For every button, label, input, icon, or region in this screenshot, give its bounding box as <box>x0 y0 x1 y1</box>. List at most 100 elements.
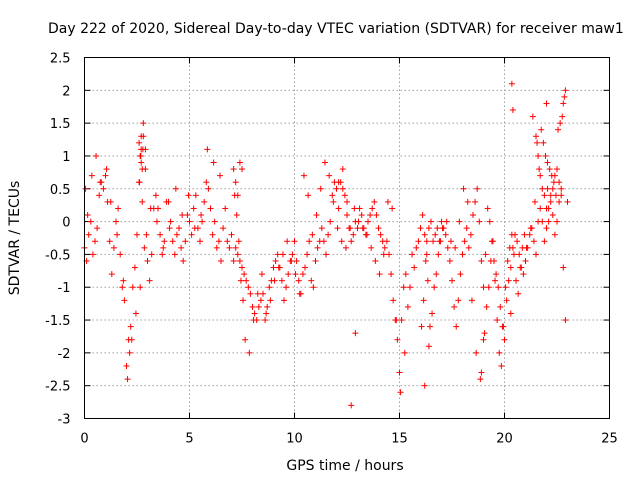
data-point <box>417 225 424 232</box>
x-tick-label: 5 <box>185 432 193 447</box>
data-point <box>467 231 474 238</box>
data-point <box>530 238 537 245</box>
grid <box>84 57 610 419</box>
data-point <box>376 271 383 278</box>
y-tick-label: 2.5 <box>50 52 71 67</box>
data-point <box>468 297 475 304</box>
data-point <box>451 303 458 310</box>
data-point <box>171 251 178 258</box>
data-point <box>480 284 487 291</box>
data-point <box>556 179 563 186</box>
data-point <box>554 218 560 225</box>
data-point <box>483 303 490 310</box>
data-point <box>459 251 466 258</box>
data-point <box>119 284 126 291</box>
data-point <box>147 205 154 212</box>
y-tick-label: -1 <box>58 281 71 296</box>
data-point <box>433 271 440 278</box>
data-point <box>103 166 110 173</box>
data-point <box>141 244 148 251</box>
data-point <box>117 251 124 258</box>
data-point <box>355 218 362 225</box>
data-point <box>537 172 544 179</box>
data-point <box>344 198 350 205</box>
data-point <box>114 231 121 238</box>
data-point <box>449 277 455 284</box>
data-point <box>232 179 239 186</box>
data-point <box>513 277 520 284</box>
data-point <box>457 271 464 278</box>
data-point <box>251 310 258 317</box>
data-point <box>550 179 557 186</box>
data-point <box>152 192 159 199</box>
data-point <box>121 297 128 304</box>
data-point <box>421 382 428 389</box>
data-point <box>169 238 176 245</box>
data-point <box>484 205 491 212</box>
data-point <box>538 126 545 133</box>
data-point <box>264 303 271 310</box>
data-point <box>504 257 511 264</box>
data-point <box>234 251 241 258</box>
data-point <box>129 284 136 291</box>
data-point <box>430 238 437 245</box>
data-point <box>185 192 192 199</box>
data-point <box>167 218 174 225</box>
data-point <box>523 244 530 251</box>
data-point <box>137 284 144 291</box>
data-point <box>131 264 138 271</box>
data-point <box>334 225 341 232</box>
data-point <box>556 198 563 205</box>
data-point <box>543 205 550 212</box>
data-point <box>559 113 566 120</box>
data-point <box>274 251 281 258</box>
data-point <box>110 244 117 251</box>
data-point <box>540 139 547 146</box>
data-point <box>549 212 556 219</box>
plot-frame <box>84 57 610 419</box>
data-point <box>314 244 321 251</box>
data-point <box>266 284 273 291</box>
data-point <box>447 238 454 245</box>
data-point <box>544 159 551 166</box>
data-point <box>439 225 446 232</box>
data-point <box>350 231 357 238</box>
data-point <box>420 297 427 304</box>
data-point <box>411 264 418 271</box>
data-point <box>239 166 245 173</box>
data-point <box>102 172 109 179</box>
data-point <box>191 225 198 232</box>
data-point <box>533 133 539 140</box>
data-point <box>465 244 472 251</box>
data-point <box>138 133 145 140</box>
data-point <box>477 376 484 383</box>
data-point <box>207 205 214 212</box>
data-point <box>348 402 355 409</box>
data-point <box>510 251 517 258</box>
data-point <box>347 225 354 232</box>
data-point <box>505 277 512 284</box>
data-point <box>320 238 327 245</box>
data-point <box>239 264 245 271</box>
data-point <box>531 198 538 205</box>
y-tick-label: -2 <box>58 347 71 362</box>
data-point <box>100 185 107 192</box>
data-point <box>108 271 115 278</box>
data-point <box>476 218 483 225</box>
data-point <box>478 369 485 376</box>
data-point <box>371 198 378 205</box>
data-point <box>543 100 550 107</box>
data-point <box>507 264 514 271</box>
data-point <box>318 225 325 232</box>
data-point <box>236 159 243 166</box>
data-point <box>419 212 426 219</box>
data-point <box>94 225 101 232</box>
data-point <box>172 185 179 192</box>
data-point <box>431 284 438 291</box>
data-point <box>500 323 507 330</box>
data-point <box>537 205 544 212</box>
data-point <box>549 185 556 192</box>
data-point <box>291 238 298 245</box>
data-point <box>184 212 191 219</box>
data-point <box>377 231 384 238</box>
